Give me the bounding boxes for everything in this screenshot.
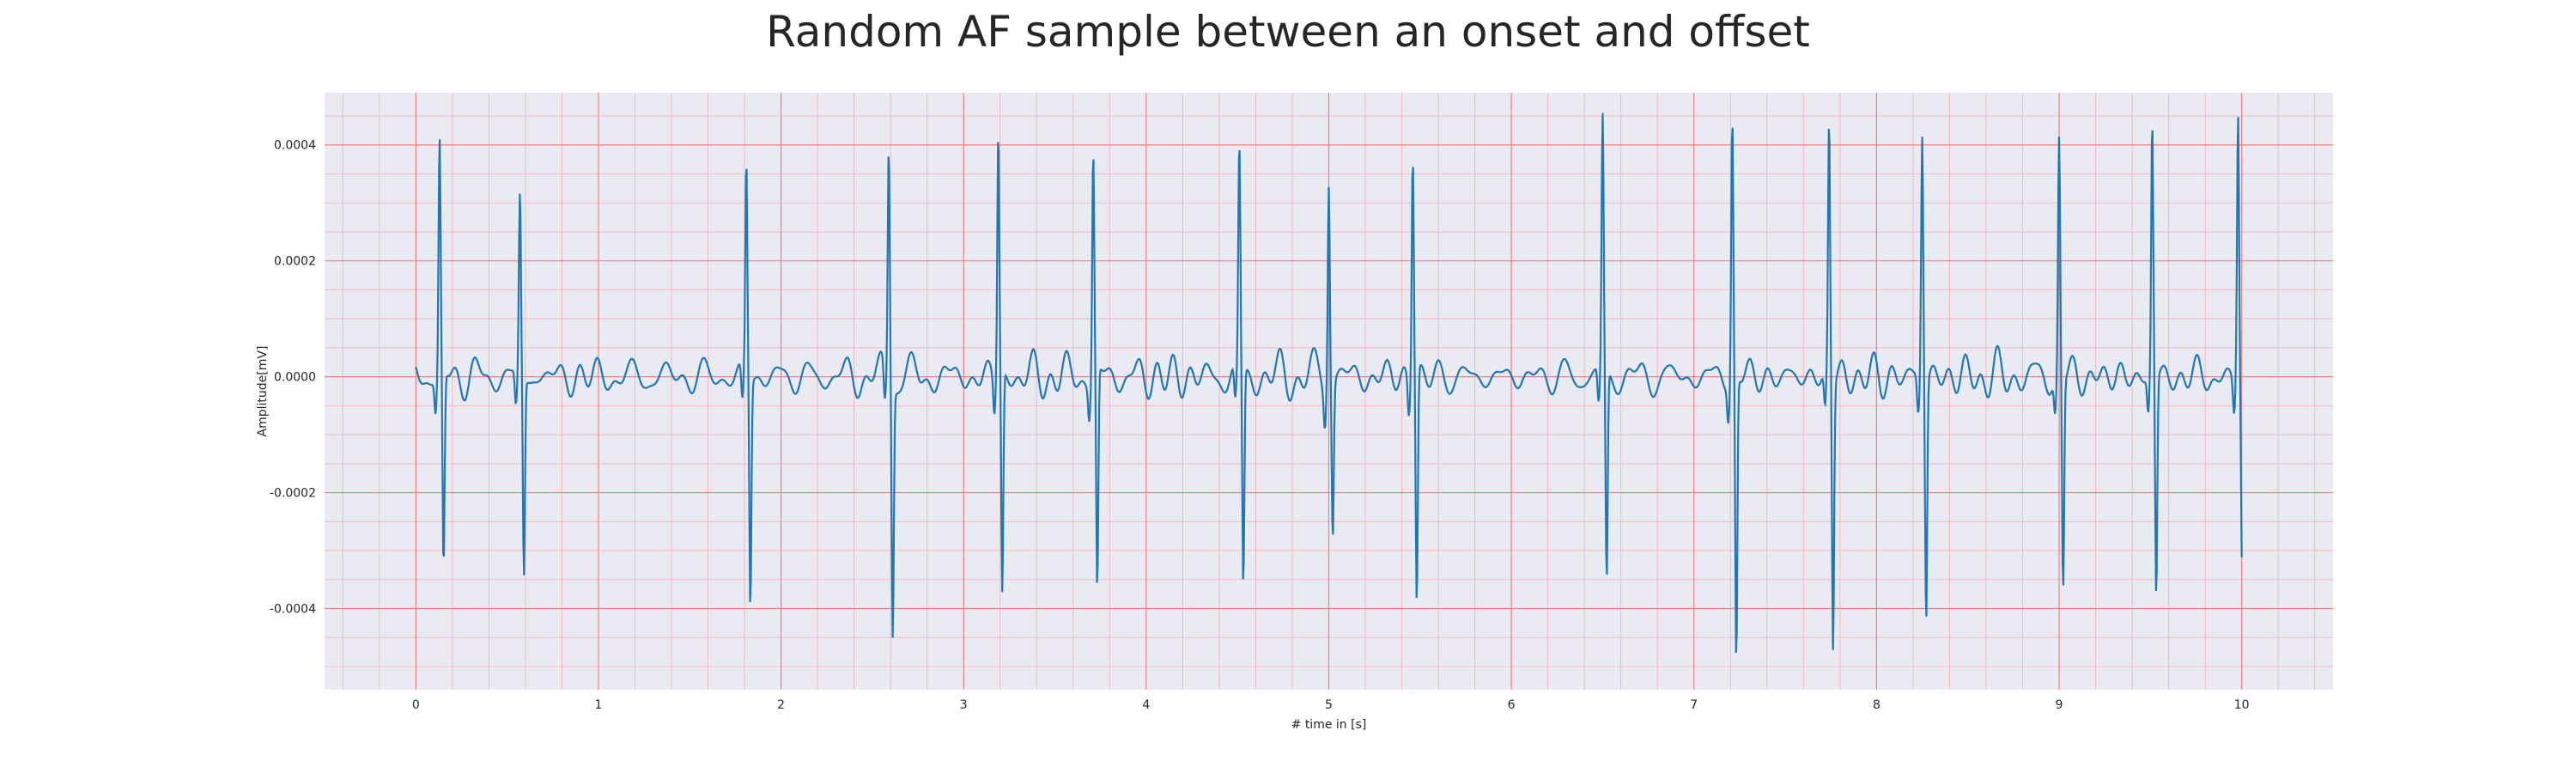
x-tick-labels: 0 1 2 3 4 5 6 7 8 9 10 xyxy=(412,698,2250,712)
x-tick-label: 1 xyxy=(594,698,602,712)
x-tick-label: 3 xyxy=(960,698,968,712)
x-tick-label: 10 xyxy=(2234,698,2250,712)
y-tick-label: -0.0004 xyxy=(270,603,316,617)
ecg-signal-line xyxy=(415,113,2243,654)
x-tick-label: 9 xyxy=(2056,698,2063,712)
y-tick-label: 0.0002 xyxy=(274,255,316,269)
y-tick-labels: 0.0004 0.0002 0.0000 -0.0002 -0.0004 xyxy=(270,139,316,617)
y-tick-label: 0.0004 xyxy=(274,139,316,153)
x-tick-label: 8 xyxy=(1873,698,1880,712)
y-axis-label: Amplitude[mV] xyxy=(256,346,270,437)
y-tick-label: -0.0002 xyxy=(270,487,316,501)
x-tick-label: 0 xyxy=(412,698,420,712)
x-tick-label: 7 xyxy=(1690,698,1698,712)
x-tick-label: 6 xyxy=(1508,698,1516,712)
x-tick-label: 4 xyxy=(1142,698,1150,712)
x-tick-label: 5 xyxy=(1325,698,1333,712)
x-tick-label: 2 xyxy=(777,698,785,712)
y-tick-label: 0.0000 xyxy=(274,371,316,385)
x-axis-label: # time in [s] xyxy=(1291,718,1367,732)
chart-title: Random AF sample between an onset and of… xyxy=(766,7,1810,57)
